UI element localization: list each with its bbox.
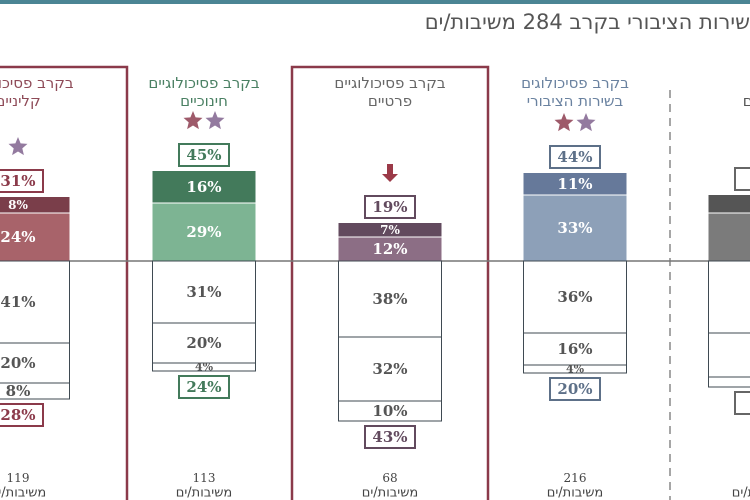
top-total-value: 45% — [186, 146, 221, 164]
bottom-total-value: 24% — [186, 378, 221, 396]
group-label-line: בקרב פסיכולוגיים — [334, 74, 445, 92]
respondent-count-label: משיבות/ים — [732, 486, 750, 500]
bar-segment-positive — [0, 197, 70, 213]
respondent-count: 216 — [564, 471, 587, 485]
bar-segment-negative — [152, 362, 256, 372]
bar-segment-negative — [708, 332, 750, 378]
data-label: 11% — [557, 175, 592, 193]
data-label: 8% — [8, 198, 28, 212]
group-label-line: בקרב פסיכולוגים — [521, 74, 629, 92]
group-label-line: מדגם — [743, 92, 750, 110]
bar-segment-negative — [338, 400, 442, 422]
data-label: 16% — [186, 178, 221, 196]
group-label-line: בקרב פסיכולוגיים — [0, 74, 74, 92]
top-total-box — [364, 195, 416, 219]
bar-segment-negative — [338, 260, 442, 338]
data-label: 4% — [195, 361, 214, 374]
bar-segment-positive — [152, 203, 256, 261]
data-label: 32% — [372, 360, 407, 378]
data-label: 41% — [0, 293, 35, 311]
respondent-count-label: משיבות/ים — [547, 486, 603, 500]
bar-segment-negative — [338, 336, 442, 402]
bottom-total-value: 28% — [0, 406, 35, 424]
data-label: 29% — [186, 223, 221, 241]
data-label: 16% — [557, 340, 592, 358]
star-icon — [205, 111, 225, 130]
bottom-total-value: 20% — [557, 380, 592, 398]
group-label-line: חינוכיים — [180, 92, 228, 110]
top-total-value: 19% — [372, 198, 407, 216]
bar-segment-negative — [523, 332, 627, 366]
chart-title: שירות הציבורי בקרב 284 משיבות/ים — [424, 10, 750, 34]
bottom-total-box — [549, 377, 601, 401]
top-total-box — [734, 167, 750, 191]
bar-segment-positive — [708, 195, 750, 213]
data-label: 24% — [0, 228, 35, 246]
bar-segment-negative — [0, 382, 70, 400]
bar-segment-negative — [152, 322, 256, 364]
bar-segment-negative — [0, 342, 70, 384]
star-icon — [554, 113, 574, 132]
bar-segment-positive — [152, 171, 256, 203]
bar-segment-negative — [523, 260, 627, 334]
bottom-total-box — [0, 403, 44, 427]
data-label: 7% — [380, 223, 400, 237]
highlight-frame — [290, 65, 490, 500]
data-label: 12% — [372, 240, 407, 258]
bar-segment-positive — [0, 213, 70, 261]
respondent-count-label: משיבות/ים — [362, 486, 418, 500]
bar-segment-positive — [338, 223, 442, 237]
top-accent-bar — [0, 0, 750, 4]
top-total-box — [549, 145, 601, 169]
data-label: 20% — [0, 354, 35, 372]
bar-segment-negative — [523, 364, 627, 374]
bottom-total-box — [364, 425, 416, 449]
respondent-count-label: משיבות/ים — [176, 486, 232, 500]
data-label: 33% — [557, 219, 592, 237]
respondent-count-label: משיבות/ים — [0, 486, 46, 500]
data-label: 36% — [557, 288, 592, 306]
bar-segment-positive — [708, 213, 750, 261]
top-total-value: 44% — [557, 148, 592, 166]
group-label-line: קליניים — [0, 92, 41, 110]
respondent-count: 113 — [193, 471, 216, 485]
star-icon — [8, 137, 28, 156]
data-label: 8% — [6, 382, 31, 400]
data-label: 31% — [186, 283, 221, 301]
top-total-box — [178, 143, 230, 167]
bottom-total-box — [178, 375, 230, 399]
group-label-line: בשירות הציבורי — [527, 92, 624, 110]
data-label: 4% — [566, 363, 585, 376]
bar-segment-positive — [338, 237, 442, 261]
respondent-count: 68 — [382, 471, 397, 485]
group-label-line: בקרב פסיכולוגיים — [148, 74, 259, 92]
data-label: 10% — [372, 402, 407, 420]
star-icon — [183, 111, 203, 130]
respondent-count: 119 — [7, 471, 30, 485]
bottom-total-box — [734, 391, 750, 415]
star-icon — [576, 113, 596, 132]
down-arrow-icon — [382, 164, 398, 182]
data-label: 38% — [372, 290, 407, 308]
group-label-line: פרטיים — [368, 92, 412, 110]
data-label: 20% — [186, 334, 221, 352]
highlight-frame — [0, 65, 129, 500]
bottom-total-value: 43% — [372, 428, 407, 446]
bar-segment-negative — [708, 260, 750, 334]
bar-segment-negative — [708, 376, 750, 388]
top-total-value: 31% — [0, 172, 35, 190]
top-total-box — [0, 169, 44, 193]
bar-segment-positive — [523, 195, 627, 261]
bar-segment-positive — [523, 173, 627, 195]
